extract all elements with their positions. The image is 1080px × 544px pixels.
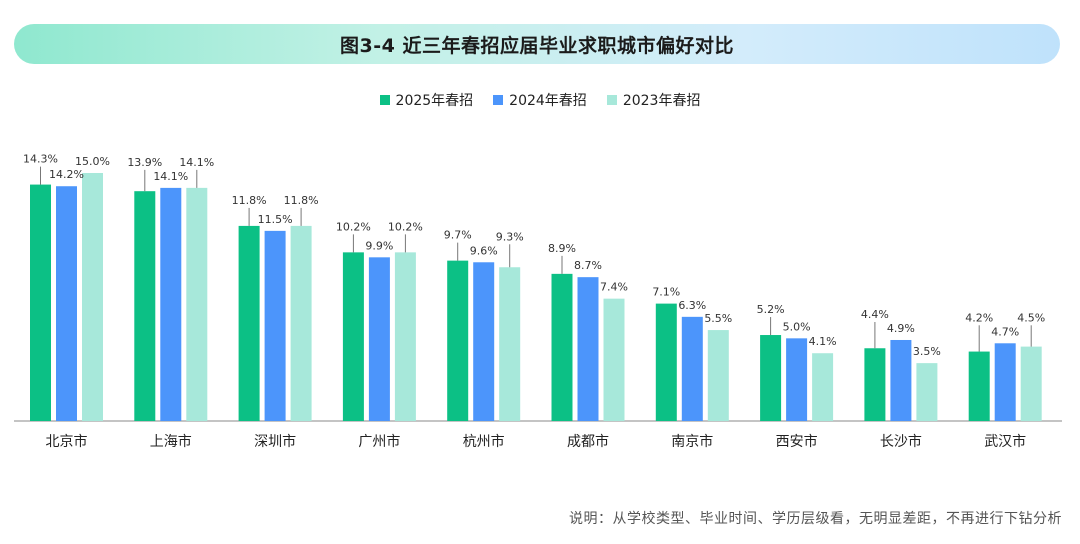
category-label: 成都市 (567, 433, 609, 450)
data-label-2023: 3.5% (913, 345, 941, 358)
data-label-2023: 15.0% (75, 155, 110, 168)
category-label: 西安市 (776, 433, 818, 450)
bar-2023 (290, 225, 312, 421)
bar-2025 (134, 191, 156, 421)
chart-legend: 2025年春招 2024年春招 2023年春招 (0, 90, 1080, 110)
legend-item-2023: 2023年春招 (606, 90, 701, 110)
chart-title-bar: 图3-4 近三年春招应届毕业求职城市偏好对比 (14, 24, 1060, 64)
data-label-2023: 5.5% (704, 312, 732, 325)
data-label-2023: 4.5% (1017, 311, 1045, 324)
data-label-2025: 13.9% (127, 156, 162, 169)
legend-label-2025: 2025年春招 (395, 93, 474, 109)
data-label-2024: 14.2% (49, 168, 84, 181)
category-label: 上海市 (150, 433, 192, 450)
data-label-2025: 9.7% (444, 229, 472, 242)
bar-2023 (394, 252, 416, 421)
bar-2025 (760, 335, 782, 421)
bar-2024 (994, 343, 1016, 421)
category-label: 广州市 (358, 433, 400, 450)
legend-item-2024: 2024年春招 (493, 90, 587, 110)
data-label-2023: 9.3% (496, 230, 524, 243)
category-label: 深圳市 (254, 433, 296, 450)
category-label: 北京市 (46, 433, 88, 450)
bar-2023 (1020, 346, 1042, 421)
chart-title: 图3-4 近三年春招应届毕业求职城市偏好对比 (340, 34, 734, 57)
legend-swatch-2023 (606, 95, 617, 105)
bar-2024 (890, 339, 912, 421)
data-label-2025: 5.2% (757, 303, 785, 316)
bar-2024 (681, 316, 703, 421)
data-label-2025: 4.2% (965, 311, 993, 324)
data-label-2024: 9.6% (470, 244, 498, 257)
data-label-2025: 7.1% (652, 286, 680, 299)
bar-2025 (447, 260, 469, 421)
legend-swatch-2025 (379, 95, 390, 105)
legend-label-2024: 2024年春招 (509, 93, 587, 109)
bar-2024 (473, 262, 495, 421)
bar-2023 (603, 298, 625, 421)
legend-label-2023: 2023年春招 (622, 93, 701, 109)
bar-2024 (56, 186, 77, 421)
data-label-2023: 4.1% (809, 335, 837, 348)
legend-item-2025: 2025年春招 (379, 90, 474, 110)
data-label-2024: 14.1% (153, 170, 188, 183)
data-label-2025: 14.3% (23, 153, 58, 166)
category-label: 南京市 (671, 433, 713, 450)
bar-2024 (264, 230, 286, 421)
bar-2024 (368, 257, 390, 421)
data-label-2025: 11.8% (232, 194, 267, 207)
data-label-2024: 9.9% (365, 239, 393, 252)
category-label: 长沙市 (880, 433, 922, 450)
bar-2024 (577, 277, 599, 421)
category-label: 武汉市 (984, 433, 1026, 450)
data-label-2024: 8.7% (574, 259, 602, 272)
bar-2025 (238, 225, 260, 421)
data-label-2025: 8.9% (548, 242, 576, 255)
bar-2023 (812, 353, 834, 421)
bar-2023 (82, 173, 103, 421)
bar-2025 (342, 252, 364, 421)
category-label: 杭州市 (463, 433, 505, 450)
data-label-2023: 7.4% (600, 281, 628, 294)
bar-2025 (864, 348, 886, 421)
data-label-2024: 6.3% (678, 299, 706, 312)
data-label-2024: 5.0% (783, 320, 811, 333)
bar-2023 (707, 330, 729, 421)
data-label-2023: 10.2% (388, 220, 423, 233)
data-label-2024: 11.5% (258, 213, 293, 226)
bar-chart: 14.3%14.2%15.0%北京市13.9%14.1%14.1%上海市11.8… (14, 153, 1062, 450)
bar-2025 (968, 351, 990, 421)
chart-note: 说明：从学校类型、毕业时间、学历层级看，无明显差距，不再进行下钻分析 (569, 511, 1062, 527)
bar-2025 (551, 273, 573, 421)
data-label-2024: 4.9% (887, 322, 915, 335)
bar-2024 (160, 187, 182, 421)
data-label-2025: 10.2% (336, 220, 371, 233)
bar-2023 (186, 187, 208, 421)
data-label-2025: 4.4% (861, 308, 889, 321)
data-label-2024: 4.7% (991, 325, 1019, 338)
bar-2025 (30, 184, 51, 421)
bar-2025 (655, 303, 677, 421)
bar-2023 (916, 363, 938, 421)
legend-swatch-2024 (493, 95, 504, 105)
data-label-2023: 14.1% (179, 156, 214, 169)
bar-2024 (786, 338, 808, 421)
data-label-2023: 11.8% (284, 194, 319, 207)
bar-2023 (499, 267, 521, 421)
